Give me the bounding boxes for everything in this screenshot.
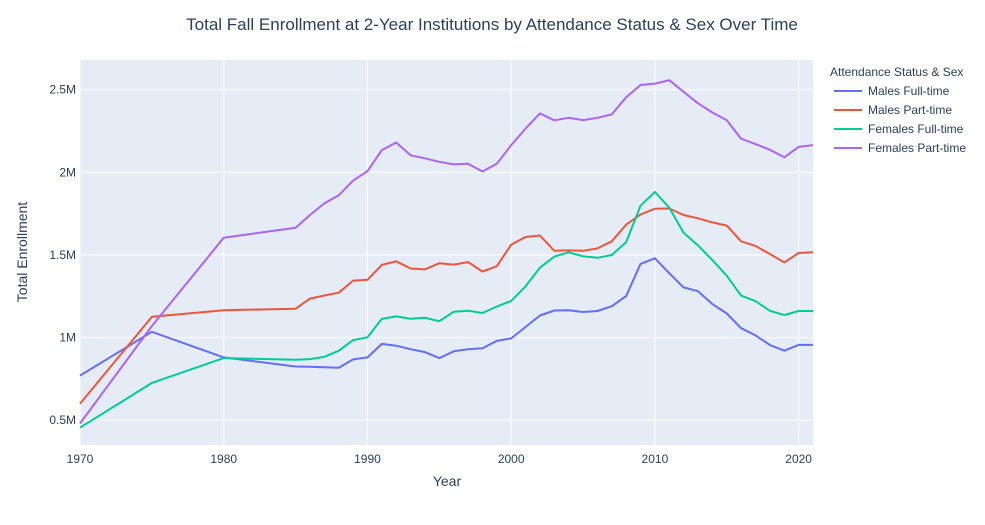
y-tick-label: 1M (59, 331, 76, 345)
y-axis-title: Total Enrollment (14, 202, 30, 302)
legend: Attendance Status & Sex Males Full-time M… (830, 65, 966, 155)
legend-label-females-part-time: Females Part-time (868, 141, 966, 155)
series-line-males-part-time (79, 207, 814, 405)
x-axis-ticks: 1970 1980 1990 2000 2010 2020 (67, 452, 813, 466)
x-tick-label: 1990 (354, 452, 381, 466)
legend-label-males-part-time: Males Part-time (868, 103, 952, 117)
legend-title: Attendance Status & Sex (830, 65, 963, 79)
y-tick-label: 2.5M (49, 83, 76, 97)
x-tick-label: 1970 (67, 452, 94, 466)
x-tick-label: 2000 (498, 452, 525, 466)
y-tick-label: 1.5M (49, 248, 76, 262)
chart-title: Total Fall Enrollment at 2-Year Institut… (186, 15, 798, 34)
y-tick-label: 2M (59, 165, 76, 179)
legend-label-males-full-time: Males Full-time (868, 84, 950, 98)
plot-area (80, 60, 813, 445)
y-tick-label: 0.5M (49, 413, 76, 427)
series-line-females-full-time (79, 191, 813, 429)
series-lines (79, 79, 814, 429)
legend-label-females-full-time: Females Full-time (868, 122, 964, 136)
y-axis-ticks: 0.5M 1M 1.5M 2M 2.5M (49, 83, 76, 427)
series-line-females-part-time (79, 79, 814, 425)
x-axis-title: Year (433, 473, 462, 489)
x-tick-label: 1980 (210, 452, 237, 466)
x-tick-label: 2010 (642, 452, 669, 466)
series-line-males-full-time (79, 257, 813, 377)
x-tick-label: 2020 (785, 452, 812, 466)
